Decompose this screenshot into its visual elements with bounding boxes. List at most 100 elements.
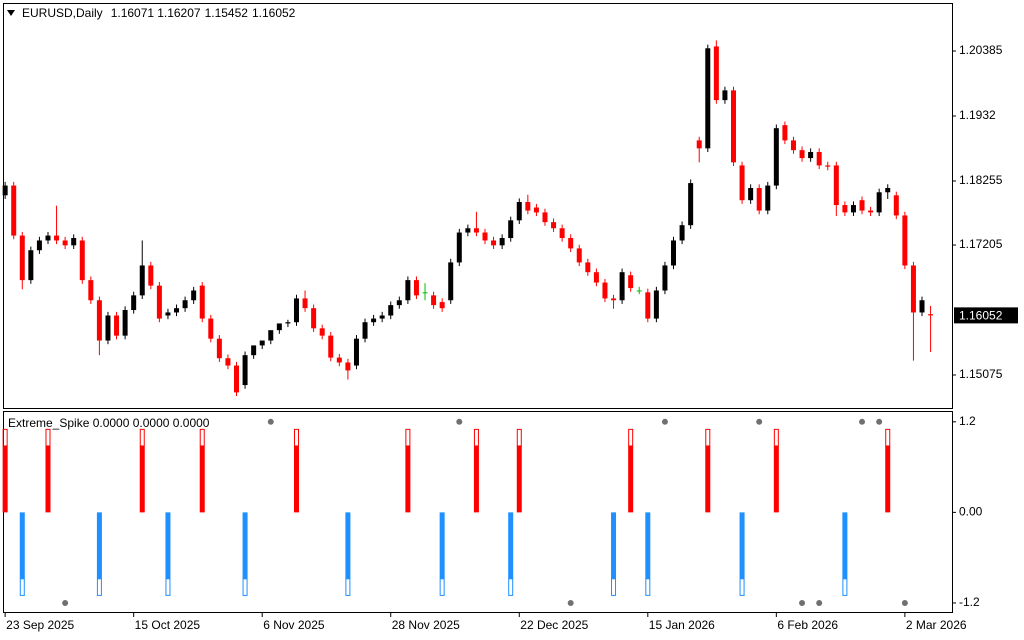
candle-body: [465, 228, 471, 233]
candle-body: [293, 298, 299, 323]
candle-body: [11, 185, 17, 236]
spike-bar: [439, 512, 445, 596]
candle-body: [739, 165, 745, 201]
candle-body: [71, 238, 77, 246]
signal-dot: [62, 599, 69, 606]
spike-part: [139, 428, 145, 447]
candle-body: [379, 315, 385, 319]
spike-part: [2, 445, 8, 513]
spike-bar: [473, 428, 479, 513]
signal-dot: [859, 418, 866, 425]
candle-body: [525, 202, 531, 211]
candle-body: [174, 308, 180, 313]
spike-part: [473, 428, 479, 447]
price-label: 1.16052: [959, 309, 1003, 323]
candle-body: [765, 185, 771, 211]
candle-body: [396, 300, 402, 306]
signal-dot: [661, 418, 668, 425]
x-tick-label: 28 Nov 2025: [392, 618, 460, 632]
high-value: 1.16207: [157, 6, 201, 20]
spike-part: [611, 512, 617, 579]
candle-body: [139, 265, 145, 296]
candle-body: [551, 222, 557, 229]
candle-body: [473, 228, 479, 233]
spike-part: [516, 428, 522, 447]
spike-part: [242, 512, 248, 579]
spike-bar: [345, 512, 351, 596]
x-tick-label: 6 Nov 2025: [263, 618, 325, 632]
open-value: 1.16071: [111, 6, 155, 20]
candle-body: [636, 290, 642, 292]
spike-part: [705, 428, 711, 447]
candle-body: [568, 238, 574, 249]
candle-body: [850, 205, 856, 213]
spike-part: [2, 428, 8, 447]
candle-body: [808, 151, 814, 159]
spike-part: [508, 578, 514, 596]
candle-body: [559, 228, 565, 239]
candle-body: [96, 300, 102, 341]
y-tick-label: 1.20385: [959, 43, 1003, 57]
candle-body: [131, 295, 137, 311]
spike-bar: [165, 512, 171, 596]
candle-body: [799, 150, 805, 159]
candle-body: [679, 225, 685, 241]
candle-body: [790, 140, 796, 151]
candle-body: [199, 285, 205, 319]
spike-part: [739, 512, 745, 579]
candle-body: [585, 262, 591, 273]
candle-body: [602, 282, 608, 299]
candle-body: [748, 187, 754, 201]
signal-dot: [456, 418, 463, 425]
x-tick-label: 6 Feb 2026: [777, 618, 838, 632]
spike-part: [739, 578, 745, 596]
spike-bar: [242, 512, 248, 596]
spike-part: [19, 512, 25, 579]
candle-body: [88, 280, 94, 301]
candle-body: [45, 235, 51, 241]
spike-part: [405, 445, 411, 513]
spike-bar: [628, 428, 634, 513]
menu-arrow[interactable]: [7, 10, 15, 16]
candle-body: [413, 280, 419, 296]
spike-part: [293, 428, 299, 447]
chart-header: EURUSD,Daily 1.16071 1.16207 1.15452 1.16052: [22, 6, 296, 20]
signal-dot: [267, 418, 274, 425]
spike-part: [705, 445, 711, 513]
spike-part: [96, 512, 102, 579]
candle-body: [148, 265, 154, 286]
x-tick-label: 22 Dec 2025: [520, 618, 588, 632]
price-label-box: [954, 307, 1018, 324]
y-tick-label: 1.1932: [959, 108, 996, 122]
candle-body: [36, 240, 42, 251]
candle-body: [491, 240, 497, 246]
candle-body: [114, 315, 120, 336]
candle-body: [688, 183, 694, 226]
candle-body: [730, 90, 736, 163]
candle-body: [508, 220, 514, 239]
spike-part: [473, 445, 479, 513]
candle-body: [448, 262, 454, 301]
spike-part: [96, 578, 102, 596]
signal-dot: [876, 418, 883, 425]
candle-body: [431, 295, 437, 306]
candle-body: [833, 165, 839, 206]
candle-body: [696, 140, 702, 149]
x-tick-label: 15 Oct 2025: [135, 618, 201, 632]
candle-body: [242, 355, 248, 386]
candle-body: [311, 308, 317, 329]
spike-part: [508, 512, 514, 579]
candle-body: [773, 128, 779, 186]
candle-body: [371, 318, 377, 323]
candle-body: [19, 235, 25, 281]
candle-body: [611, 298, 617, 301]
candle-body: [362, 322, 368, 339]
spike-part: [45, 428, 51, 447]
candle-body: [268, 330, 274, 341]
candle-body: [868, 210, 874, 213]
candle-body: [285, 322, 291, 324]
candle-body: [619, 272, 625, 301]
symbol: EURUSD,Daily: [22, 6, 103, 20]
